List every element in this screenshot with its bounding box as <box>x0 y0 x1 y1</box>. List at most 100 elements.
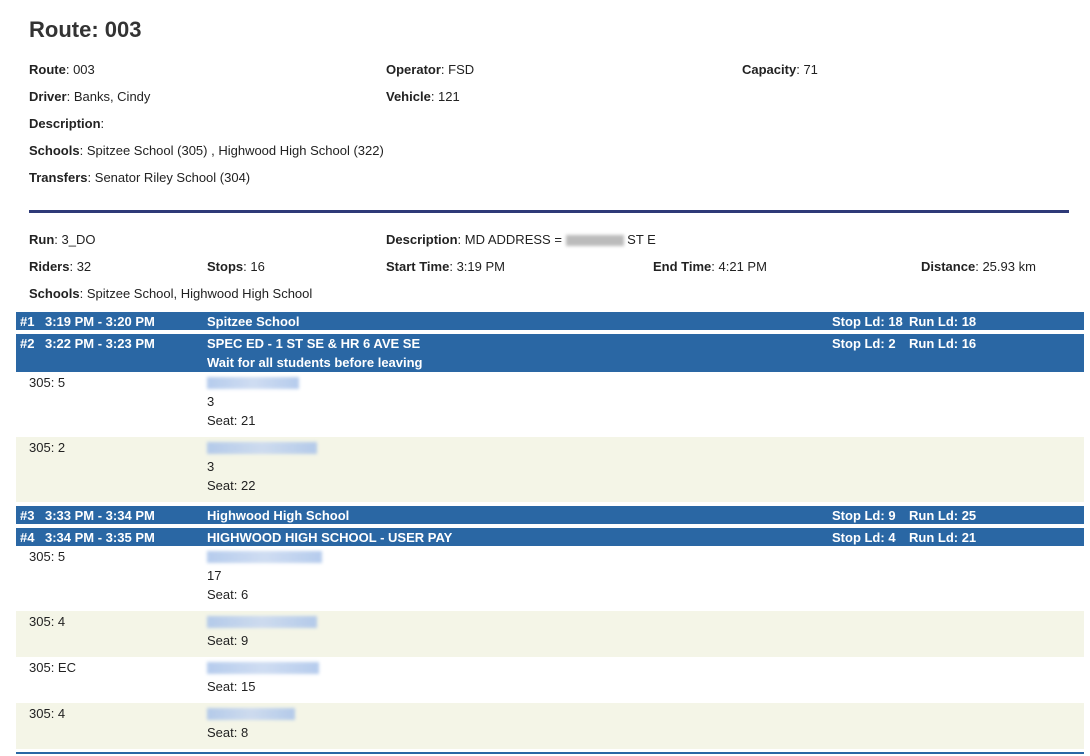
page-title: Route: 003 <box>29 17 142 42</box>
label: Riders <box>29 259 70 274</box>
stops-field: Stops: 16 <box>207 259 265 274</box>
rider-school-grade: 305: 4 <box>29 614 66 629</box>
label: Operator <box>386 62 441 77</box>
redacted-student-name <box>207 442 317 457</box>
value: 3_DO <box>61 232 96 247</box>
rider-extra: 3 <box>207 394 215 409</box>
value: Banks, Cindy <box>73 89 151 104</box>
rider-row: 305: 4 Seat: 9 <box>16 611 1084 657</box>
operator-field: Operator: FSD <box>386 62 475 77</box>
list-bottom-border <box>16 752 1084 754</box>
value: Senator Riley School (304) <box>94 170 251 185</box>
stop-time: 3:33 PM - 3:34 PM <box>45 508 155 523</box>
route-field: Route: 003 <box>29 62 95 77</box>
rider-row: 305: 2 3 Seat: 22 <box>16 437 1084 502</box>
run-schools-field: Schools: Spitzee School, Highwood High S… <box>29 286 313 301</box>
rider-seat: Seat: 15 <box>207 679 256 694</box>
redacted-student-name <box>207 616 317 631</box>
rider-seat: Seat: 8 <box>207 725 249 740</box>
value: 3:19 PM <box>456 259 505 274</box>
label: End Time <box>653 259 712 274</box>
stop-header: #4 3:34 PM - 3:35 PM HIGHWOOD HIGH SCHOOL … <box>16 528 1084 546</box>
rider-seat: Seat: 22 <box>207 478 256 493</box>
rider-school-grade: 305: 5 <box>29 375 66 390</box>
value: FSD <box>448 62 475 77</box>
rider-row: 305: 5 3 Seat: 21 <box>16 372 1084 437</box>
rider-school-grade: 305: 5 <box>29 549 66 564</box>
value: 003 <box>73 62 95 77</box>
rider-school-grade: 305: 4 <box>29 706 66 721</box>
description-field: Description: <box>29 116 105 131</box>
label: Description <box>386 232 458 247</box>
label: Capacity <box>742 62 797 77</box>
value: 71 <box>803 62 818 77</box>
value-suffix: ST E <box>627 232 656 247</box>
rider-row: 305: 5 17 Seat: 6 <box>16 546 1084 611</box>
redacted-student-name <box>207 377 299 392</box>
stop-name: HIGHWOOD HIGH SCHOOL - USER PAY <box>207 530 453 545</box>
transfers-field: Transfers: Senator Riley School (304) <box>29 170 251 185</box>
value: 16 <box>250 259 265 274</box>
label: Schools <box>29 143 80 158</box>
schools-field: Schools: Spitzee School (305) , Highwood… <box>29 143 384 158</box>
driver-field: Driver: Banks, Cindy <box>29 89 151 104</box>
rider-school-grade: 305: EC <box>29 660 76 675</box>
rider-row: 305: 4 Seat: 8 <box>16 703 1084 749</box>
stop-number: #1 <box>20 314 35 329</box>
value: 25.93 km <box>982 259 1036 274</box>
stop-name: Highwood High School <box>207 508 350 523</box>
stop-time: 3:22 PM - 3:23 PM <box>45 336 155 351</box>
stop-time: 3:34 PM - 3:35 PM <box>45 530 155 545</box>
run-field: Run: 3_DO <box>29 232 96 247</box>
label: Schools <box>29 286 80 301</box>
stop-number: #4 <box>20 530 35 545</box>
run-load: Run Ld: 18 <box>909 314 977 329</box>
vehicle-field: Vehicle: 121 <box>386 89 460 104</box>
stop-name: Spitzee School <box>207 314 300 329</box>
redacted-student-name <box>207 662 319 677</box>
run-load: Run Ld: 25 <box>909 508 977 523</box>
stop-time: 3:19 PM - 3:20 PM <box>45 314 155 329</box>
run-load: Run Ld: 21 <box>909 530 977 545</box>
stop-name: SPEC ED - 1 ST SE & HR 6 AVE SE <box>207 336 421 351</box>
redacted-student-name <box>207 551 322 566</box>
redacted-student-name <box>207 708 295 723</box>
value: MD ADDRESS = <box>464 232 562 247</box>
capacity-field: Capacity: 71 <box>742 62 818 77</box>
value: Spitzee School, Highwood High School <box>86 286 313 301</box>
stop-load: Stop Ld: 4 <box>832 530 896 545</box>
value: 32 <box>76 259 92 274</box>
stop-header: #1 3:19 PM - 3:20 PM Spitzee School Stop Ld… <box>16 312 1084 330</box>
stop-header: #2 3:22 PM - 3:23 PM SPEC ED - 1 ST SE & H… <box>16 334 1084 372</box>
rider-seat: Seat: 21 <box>207 413 256 428</box>
value: 121 <box>438 89 460 104</box>
label: Stops <box>207 259 244 274</box>
stop-number: #2 <box>20 336 35 351</box>
end-time-field: End Time: 4:21 PM <box>653 259 767 274</box>
rider-extra: 3 <box>207 459 215 474</box>
rider-seat: Seat: 9 <box>207 633 249 648</box>
label: Start Time <box>386 259 450 274</box>
value: 4:21 PM <box>718 259 767 274</box>
rider-school-grade: 305: 2 <box>29 440 66 455</box>
value: Spitzee School (305) , Highwood High Sch… <box>86 143 384 158</box>
label: Distance <box>921 259 976 274</box>
stop-header: #3 3:33 PM - 3:34 PM Highwood High School S… <box>16 506 1084 524</box>
stop-number: #3 <box>20 508 35 523</box>
stop-load: Stop Ld: 18 <box>832 314 903 329</box>
riders-field: Riders: 32 <box>29 259 92 274</box>
label: Description <box>29 116 101 131</box>
rider-extra: 17 <box>207 568 222 583</box>
label: Transfers <box>29 170 88 185</box>
label: Vehicle <box>386 89 431 104</box>
stop-load: Stop Ld: 9 <box>832 508 896 523</box>
rider-seat: Seat: 6 <box>207 587 249 602</box>
distance-field: Distance: 25.93 km <box>921 259 1036 274</box>
stop-load: Stop Ld: 2 <box>832 336 896 351</box>
label: Route <box>29 62 66 77</box>
label: Driver <box>29 89 67 104</box>
section-divider <box>29 210 1069 213</box>
rider-row: 305: EC Seat: 15 <box>16 657 1084 703</box>
redacted-address <box>565 235 624 247</box>
run-load: Run Ld: 16 <box>909 336 977 351</box>
